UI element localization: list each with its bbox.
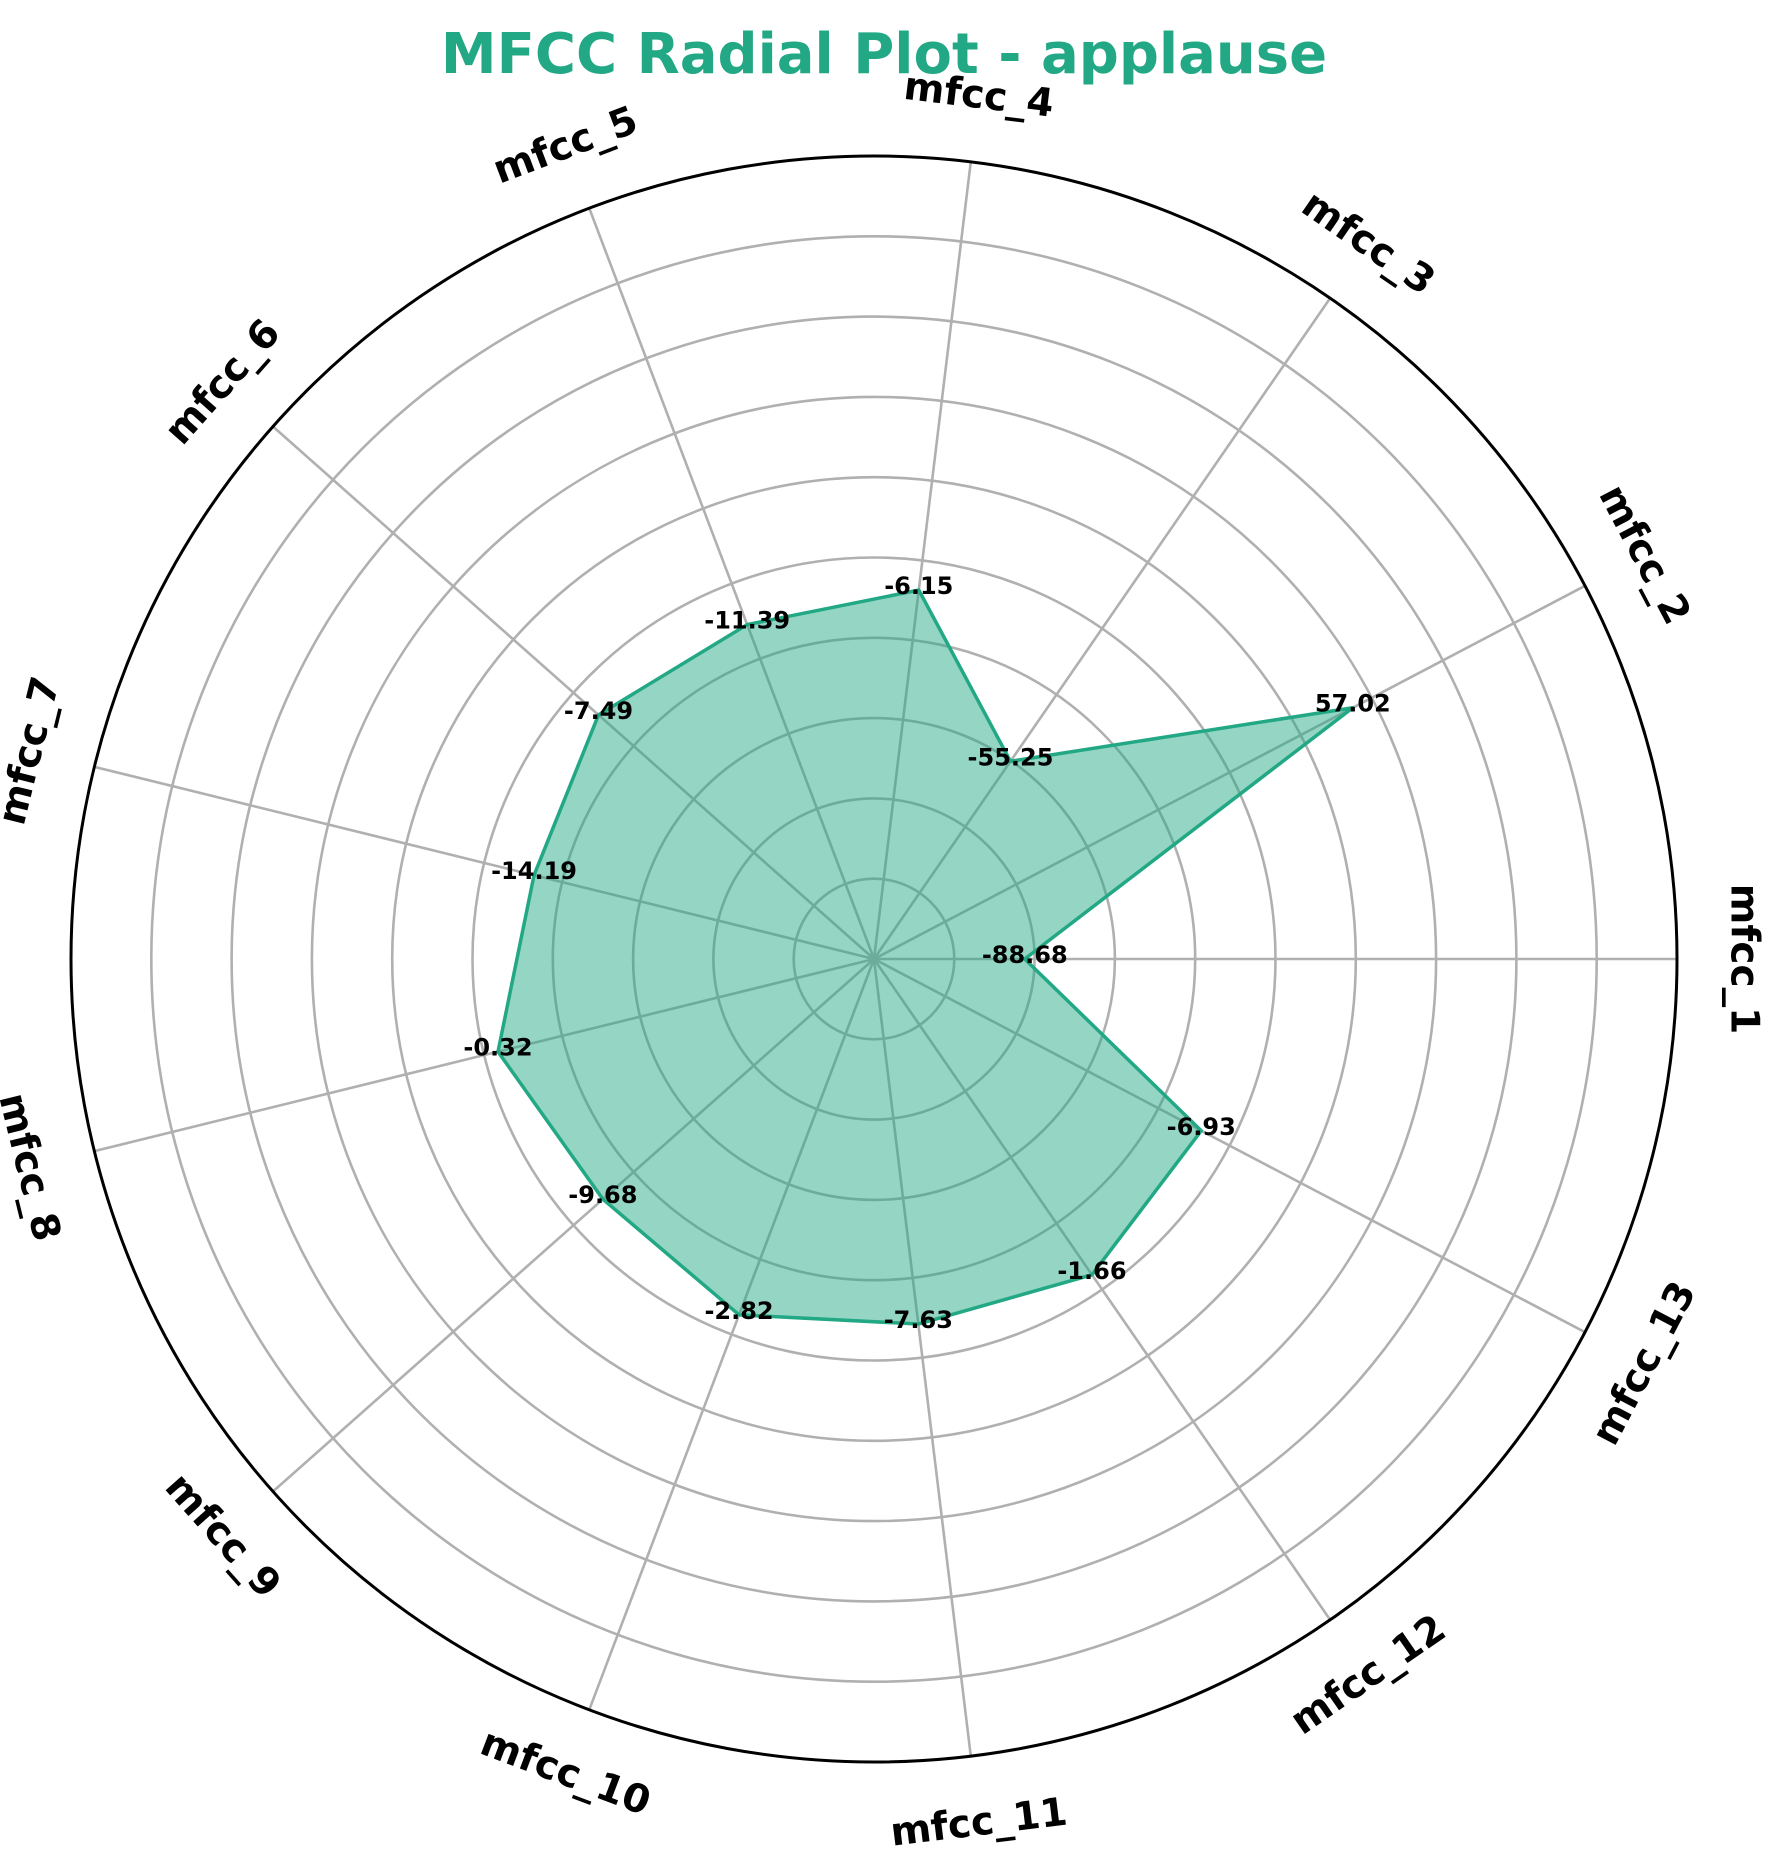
value-label-mfcc-4: -6.15 xyxy=(884,572,953,600)
value-label-mfcc-6: -7.49 xyxy=(564,697,633,725)
grid-spoke-mfcc-9 xyxy=(272,958,875,1493)
series-area xyxy=(497,590,1353,1325)
value-label-mfcc-12: -1.66 xyxy=(1057,1257,1126,1285)
grid-spoke-mfcc-8 xyxy=(94,957,875,1153)
grid-spoke-mfcc-7 xyxy=(94,765,875,961)
value-label-mfcc-2: 57.02 xyxy=(1315,690,1391,718)
value-label-mfcc-10: -2.82 xyxy=(704,1297,773,1325)
data-layer xyxy=(496,588,1355,1326)
grid-spoke-mfcc-10 xyxy=(588,958,876,1711)
value-label-mfcc-3: -55.25 xyxy=(968,743,1054,771)
chart-title: MFCC Radial Plot - applause xyxy=(441,22,1327,87)
axis-label-mfcc-11: mfcc_11 xyxy=(888,1790,1070,1856)
grid-spoke-mfcc-2 xyxy=(873,584,1586,961)
grid-spoke-mfcc-12 xyxy=(872,958,1332,1621)
axis-label-mfcc-5: mfcc_5 xyxy=(487,98,644,193)
axis-label-mfcc-10: mfcc_10 xyxy=(474,1720,656,1825)
value-labels: -88.68 57.02 -55.25 -6.15 -11.39 -7.49 -14.19 -… xyxy=(463,572,1390,1334)
value-label-mfcc-7: -14.19 xyxy=(491,857,577,885)
axis-label-mfcc-2: mfcc_2 xyxy=(1589,478,1699,632)
grid-spoke-mfcc-13 xyxy=(873,957,1586,1334)
grid-spoke-mfcc-3 xyxy=(872,297,1332,960)
series-line xyxy=(496,588,1355,1326)
axis-label-mfcc-7: mfcc_7 xyxy=(0,672,69,829)
grid-spoke-mfcc-11 xyxy=(872,958,973,1757)
value-label-mfcc-8: -0.32 xyxy=(463,1034,532,1062)
grid-spokes xyxy=(94,161,1677,1757)
value-label-mfcc-13: -6.93 xyxy=(1167,1113,1236,1141)
axis-label-mfcc-3: mfcc_3 xyxy=(1294,182,1443,305)
axis-label-mfcc-12: mfcc_12 xyxy=(1282,1606,1454,1744)
value-label-mfcc-1: -88.68 xyxy=(982,941,1068,969)
axis-label-mfcc-8: mfcc_8 xyxy=(0,1089,69,1246)
value-label-mfcc-11: -7.63 xyxy=(884,1306,953,1334)
value-label-mfcc-5: -11.39 xyxy=(704,607,790,635)
grid-spoke-mfcc-6 xyxy=(272,425,875,960)
grid-spoke-mfcc-4 xyxy=(872,161,973,960)
grid-spoke-mfcc-5 xyxy=(588,207,876,960)
axis-label-mfcc-1: mfcc_1 xyxy=(1722,884,1767,1034)
frame-layer xyxy=(69,154,1679,1764)
polar-frame xyxy=(69,154,1679,1764)
value-label-mfcc-9: -9.68 xyxy=(568,1181,637,1209)
